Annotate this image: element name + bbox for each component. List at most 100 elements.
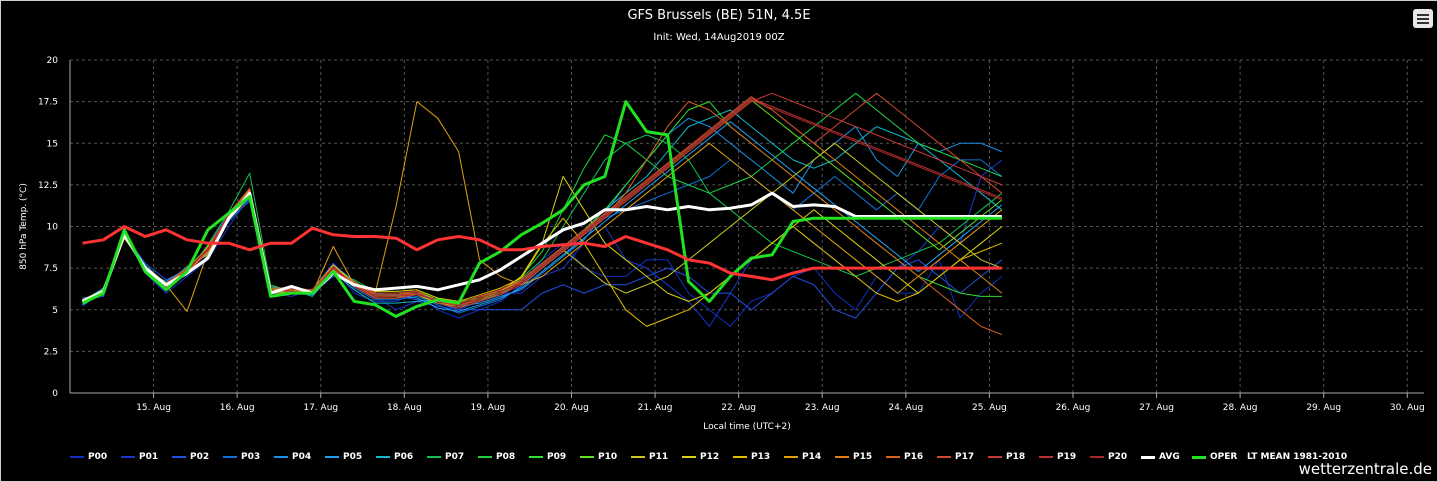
legend-label: P12 bbox=[700, 452, 720, 462]
y-tick-label: 2.5 bbox=[44, 347, 58, 357]
legend-swatch bbox=[427, 456, 441, 458]
legend-item-lt-mean-1981-2010[interactable]: LT MEAN 1981-2010 bbox=[1243, 449, 1347, 465]
y-tick-label: 20 bbox=[47, 56, 59, 66]
legend-item-p18[interactable]: P18 bbox=[988, 449, 1039, 465]
legend-label: P02 bbox=[190, 452, 210, 462]
legend-label: P13 bbox=[751, 452, 771, 462]
legend-label: P16 bbox=[904, 452, 924, 462]
legend-swatch bbox=[1039, 456, 1053, 458]
legend-label: LT MEAN 1981-2010 bbox=[1247, 452, 1348, 462]
legend-item-p10[interactable]: P10 bbox=[580, 449, 631, 465]
legend-swatch bbox=[580, 456, 594, 458]
legend-item-p07[interactable]: P07 bbox=[427, 449, 478, 465]
x-tick-label: 30. Aug bbox=[1390, 403, 1425, 413]
legend-swatch bbox=[70, 456, 84, 458]
x-tick-label: 17. Aug bbox=[303, 403, 338, 413]
legend-label: P17 bbox=[955, 452, 975, 462]
series-line-p09 bbox=[82, 101, 1002, 307]
legend-swatch bbox=[1090, 456, 1104, 458]
legend-label: P05 bbox=[343, 452, 363, 462]
legend-item-p15[interactable]: P15 bbox=[835, 449, 886, 465]
legend-label: P04 bbox=[292, 452, 312, 462]
series-line-p17 bbox=[82, 92, 1003, 304]
legend-label: P01 bbox=[139, 452, 159, 462]
legend-swatch bbox=[1192, 455, 1206, 459]
x-tick-label: 25. Aug bbox=[972, 403, 1007, 413]
hamburger-menu-icon[interactable] bbox=[1413, 9, 1433, 28]
legend: P00 P01 P02 P03 P04 P05 P06 P07 P08 P09 P10 P11 P12 P… bbox=[70, 449, 1347, 465]
series-line-p14 bbox=[82, 101, 1003, 312]
legend-label: P06 bbox=[394, 452, 414, 462]
legend-item-p02[interactable]: P02 bbox=[172, 449, 223, 465]
legend-swatch bbox=[478, 456, 492, 458]
legend-item-p13[interactable]: P13 bbox=[733, 449, 784, 465]
credit-text: wetterzentrale.de bbox=[1298, 460, 1432, 478]
series-line-p02 bbox=[82, 192, 1003, 319]
legend-swatch bbox=[937, 456, 951, 458]
x-tick-label: 15. Aug bbox=[136, 403, 171, 413]
legend-swatch bbox=[988, 456, 1002, 458]
legend-item-p06[interactable]: P06 bbox=[376, 449, 427, 465]
legend-item-avg[interactable]: AVG bbox=[1141, 449, 1192, 465]
legend-swatch bbox=[886, 456, 900, 458]
y-axis-title: 850 hPa Temp. (°C) bbox=[19, 183, 29, 270]
legend-item-p17[interactable]: P17 bbox=[937, 449, 988, 465]
x-tick-label: 27. Aug bbox=[1139, 403, 1174, 413]
series-line-p13 bbox=[82, 189, 1003, 327]
legend-label: P00 bbox=[88, 452, 108, 462]
legend-swatch bbox=[121, 456, 135, 458]
legend-label: P18 bbox=[1006, 452, 1026, 462]
legend-item-p11[interactable]: P11 bbox=[631, 449, 682, 465]
chart-subtitle: Init: Wed, 14Aug2019 00Z bbox=[653, 32, 785, 43]
legend-item-p08[interactable]: P08 bbox=[478, 449, 529, 465]
legend-label: P03 bbox=[241, 452, 261, 462]
legend-item-p12[interactable]: P12 bbox=[682, 449, 733, 465]
legend-label: P09 bbox=[547, 452, 567, 462]
x-tick-label: 26. Aug bbox=[1056, 403, 1091, 413]
y-tick-label: 0 bbox=[52, 389, 58, 399]
legend-swatch bbox=[376, 456, 390, 458]
legend-item-p14[interactable]: P14 bbox=[784, 449, 835, 465]
legend-item-p20[interactable]: P20 bbox=[1090, 449, 1141, 465]
y-tick-label: 10 bbox=[47, 223, 59, 233]
series-line-p15 bbox=[82, 97, 1003, 306]
legend-item-p03[interactable]: P03 bbox=[223, 449, 274, 465]
legend-label: P10 bbox=[598, 452, 618, 462]
legend-item-p19[interactable]: P19 bbox=[1039, 449, 1090, 465]
legend-swatch bbox=[529, 456, 543, 458]
x-tick-label: 23. Aug bbox=[805, 403, 840, 413]
series-line-lt-mean-1981-2010 bbox=[82, 225, 1002, 282]
legend-label: P08 bbox=[496, 452, 516, 462]
legend-swatch bbox=[1141, 455, 1155, 459]
legend-item-oper[interactable]: OPER bbox=[1192, 449, 1243, 465]
y-tick-label: 5 bbox=[52, 306, 58, 316]
legend-item-p00[interactable]: P00 bbox=[70, 449, 121, 465]
series-line-p07 bbox=[82, 134, 1003, 302]
legend-swatch bbox=[682, 456, 696, 458]
legend-label: P07 bbox=[445, 452, 465, 462]
x-axis-title: Local time (UTC+2) bbox=[703, 422, 791, 432]
legend-label: P19 bbox=[1057, 452, 1077, 462]
series-line-p04 bbox=[82, 117, 1003, 307]
legend-item-p05[interactable]: P05 bbox=[325, 449, 376, 465]
legend-item-p04[interactable]: P04 bbox=[274, 449, 325, 465]
legend-item-p16[interactable]: P16 bbox=[886, 449, 937, 465]
legend-label: P14 bbox=[802, 452, 822, 462]
legend-label: P20 bbox=[1108, 452, 1128, 462]
legend-label: AVG bbox=[1159, 452, 1180, 462]
legend-item-p09[interactable]: P09 bbox=[529, 449, 580, 465]
legend-swatch bbox=[274, 456, 288, 458]
x-tick-label: 18. Aug bbox=[387, 403, 422, 413]
y-tick-label: 12.5 bbox=[38, 181, 58, 191]
x-tick-label: 29. Aug bbox=[1306, 403, 1341, 413]
legend-swatch bbox=[172, 456, 186, 458]
series-line-oper bbox=[81, 100, 1002, 318]
x-tick-label: 22. Aug bbox=[721, 403, 756, 413]
x-tick-label: 28. Aug bbox=[1223, 403, 1258, 413]
legend-swatch bbox=[325, 456, 339, 458]
legend-swatch bbox=[733, 456, 747, 458]
legend-swatch bbox=[223, 456, 237, 458]
legend-item-p01[interactable]: P01 bbox=[121, 449, 172, 465]
